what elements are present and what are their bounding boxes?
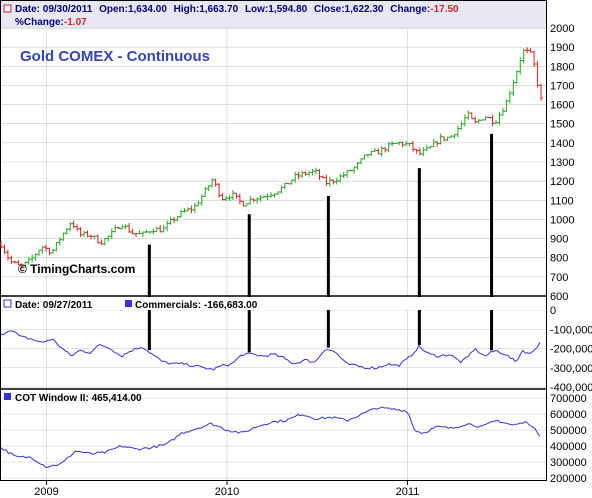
price-y-tick-label: 1800 [550,61,574,73]
x-tick-labels: 2009 2010 2011 [34,480,419,498]
price-y-tick-label: 900 [550,234,568,246]
cot-legend-label: COT Window II: 465,414.00 [15,393,142,404]
x-tick-label: 2009 [34,486,58,498]
commercials-y-tick-label: -400,000 [550,382,592,394]
commercials-legend-box [1,297,546,310]
price-y-tick-label: 1200 [550,176,574,188]
cot-y-tick-label: 300000 [550,457,587,469]
price-bars [0,47,544,269]
low-label: Low: [245,4,268,15]
commercials-legend-swatch [125,300,132,307]
cot-y-tick-label: 400000 [550,441,587,453]
change-value: -17.50 [430,4,459,15]
date-label: Date: 09/30/2011 [15,4,93,15]
price-y-tick-label: 1000 [550,214,574,226]
x-tick-label: 2010 [215,486,239,498]
commercials-line-layer [0,330,541,371]
chart-title: Gold COMEX - Continuous [20,48,210,65]
price-y-tick-label: 800 [550,253,568,265]
change-label: Change: [390,4,430,15]
price-y-tick-label: 1100 [550,195,574,207]
pct-change-value: -1.07 [64,17,87,28]
cot-y-tick-label: 700000 [550,393,587,405]
commercials-y-tick-label: -100,000 [550,324,592,336]
close-value: 1,622.30 [345,4,384,15]
commercials-y-tick-label: -200,000 [550,344,592,356]
y-tick-labels: 600 700 800 900 1000 1100 1200 1300 1400 1500 1600… [550,23,592,485]
watermark: © TimingCharts.com [18,262,135,276]
commercials-menu-icon[interactable] [3,299,12,308]
price-bar [539,83,544,101]
high-value: 1,663.70 [199,4,238,15]
x-tick-label: 2011 [396,486,420,498]
cot-y-tick-label: 500000 [550,425,587,437]
price-y-tick-label: 600 [550,291,568,303]
chart-frame [0,0,547,481]
commercials-line [0,330,541,371]
close-label: Close: [314,4,345,15]
cot-menu-icon[interactable] [4,393,11,400]
price-y-tick-label: 1600 [550,100,574,112]
commercials-date: Date: 09/27/2011 [15,300,93,311]
price-y-tick-label: 1700 [550,80,574,92]
commercials-y-tick-label: -300,000 [550,363,592,375]
open-label: Open: [99,4,128,15]
header-bar [1,1,546,29]
price-y-tick-label: 700 [550,272,568,284]
commercials-y-tick-label: 0 [550,305,556,317]
header-menu-icon[interactable] [3,4,12,13]
grid-layer [1,27,546,480]
ohlc-header: Date: 09/30/2011 Open:1,634.00 High:1,66… [15,4,459,15]
commercials-legend-label: Commercials: -166,683.00 [135,300,258,311]
cot-y-tick-label: 600000 [550,409,587,421]
price-bar [480,119,485,121]
cot-y-tick-label: 200000 [550,473,587,485]
open-value: 1,634.00 [128,4,167,15]
pct-change-label: %Change: [15,17,64,28]
cot-window-line-layer [0,406,541,468]
pct-change: %Change:-1.07 [15,17,87,28]
cot-window-line [0,406,541,468]
price-y-tick-label: 1300 [550,157,574,169]
price-y-tick-label: 1900 [550,42,574,54]
price-y-tick-label: 1400 [550,138,574,150]
low-value: 1,594.80 [268,4,307,15]
high-label: High: [174,4,200,15]
price-y-tick-label: 2000 [550,23,574,35]
price-y-tick-label: 1500 [550,119,574,131]
